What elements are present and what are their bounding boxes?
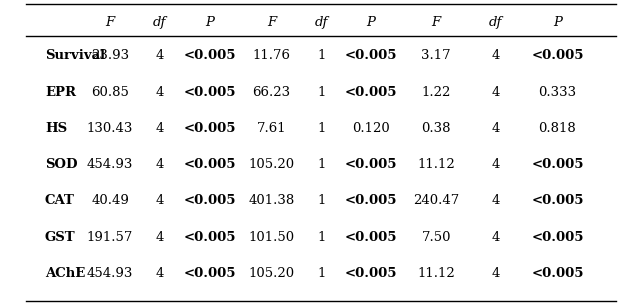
Text: 4: 4 bbox=[155, 267, 164, 280]
Text: F: F bbox=[267, 16, 276, 29]
Text: 4: 4 bbox=[491, 194, 499, 207]
Text: 23.93: 23.93 bbox=[91, 49, 129, 62]
Text: 1: 1 bbox=[317, 194, 326, 207]
Text: P: P bbox=[366, 16, 376, 29]
Text: 0.120: 0.120 bbox=[352, 122, 390, 135]
Text: <0.005: <0.005 bbox=[183, 158, 236, 171]
Text: EPR: EPR bbox=[45, 86, 76, 99]
Text: AChE: AChE bbox=[45, 267, 85, 280]
Text: 4: 4 bbox=[491, 86, 499, 99]
Text: F: F bbox=[105, 16, 115, 29]
Text: <0.005: <0.005 bbox=[345, 231, 397, 244]
Text: Survival: Survival bbox=[45, 49, 105, 62]
Text: GST: GST bbox=[45, 231, 76, 244]
Text: 40.49: 40.49 bbox=[91, 194, 129, 207]
Text: 0.38: 0.38 bbox=[421, 122, 451, 135]
Text: <0.005: <0.005 bbox=[531, 231, 583, 244]
Text: 4: 4 bbox=[155, 231, 164, 244]
Text: 4: 4 bbox=[491, 49, 499, 62]
Text: 454.93: 454.93 bbox=[87, 267, 134, 280]
Text: 105.20: 105.20 bbox=[248, 158, 295, 171]
Text: 454.93: 454.93 bbox=[87, 158, 134, 171]
Text: P: P bbox=[553, 16, 562, 29]
Text: <0.005: <0.005 bbox=[183, 86, 236, 99]
Text: <0.005: <0.005 bbox=[183, 49, 236, 62]
Text: df: df bbox=[489, 16, 502, 29]
Text: 130.43: 130.43 bbox=[87, 122, 134, 135]
Text: 240.47: 240.47 bbox=[413, 194, 459, 207]
Text: <0.005: <0.005 bbox=[345, 49, 397, 62]
Text: 4: 4 bbox=[491, 231, 499, 244]
Text: <0.005: <0.005 bbox=[183, 231, 236, 244]
Text: 3.17: 3.17 bbox=[421, 49, 451, 62]
Text: <0.005: <0.005 bbox=[183, 122, 236, 135]
Text: 0.818: 0.818 bbox=[539, 122, 576, 135]
Text: 11.12: 11.12 bbox=[417, 158, 455, 171]
Text: 0.333: 0.333 bbox=[539, 86, 577, 99]
Text: SOD: SOD bbox=[45, 158, 77, 171]
Text: 105.20: 105.20 bbox=[248, 267, 295, 280]
Text: <0.005: <0.005 bbox=[345, 194, 397, 207]
Text: 1: 1 bbox=[317, 158, 326, 171]
Text: <0.005: <0.005 bbox=[531, 158, 583, 171]
Text: 1: 1 bbox=[317, 267, 326, 280]
Text: 7.61: 7.61 bbox=[257, 122, 286, 135]
Text: 401.38: 401.38 bbox=[248, 194, 295, 207]
Text: 1.22: 1.22 bbox=[422, 86, 451, 99]
Text: 11.76: 11.76 bbox=[253, 49, 291, 62]
Text: 191.57: 191.57 bbox=[87, 231, 134, 244]
Text: 4: 4 bbox=[491, 122, 499, 135]
Text: 101.50: 101.50 bbox=[248, 231, 295, 244]
Text: 11.12: 11.12 bbox=[417, 267, 455, 280]
Text: CAT: CAT bbox=[45, 194, 75, 207]
Text: 60.85: 60.85 bbox=[91, 86, 129, 99]
Text: df: df bbox=[314, 16, 328, 29]
Text: <0.005: <0.005 bbox=[531, 194, 583, 207]
Text: <0.005: <0.005 bbox=[183, 194, 236, 207]
Text: 4: 4 bbox=[155, 122, 164, 135]
Text: <0.005: <0.005 bbox=[345, 158, 397, 171]
Text: 1: 1 bbox=[317, 49, 326, 62]
Text: 1: 1 bbox=[317, 86, 326, 99]
Text: <0.005: <0.005 bbox=[183, 267, 236, 280]
Text: P: P bbox=[205, 16, 214, 29]
Text: <0.005: <0.005 bbox=[531, 267, 583, 280]
Text: 4: 4 bbox=[491, 267, 499, 280]
Text: 7.50: 7.50 bbox=[421, 231, 451, 244]
Text: <0.005: <0.005 bbox=[345, 86, 397, 99]
Text: F: F bbox=[432, 16, 441, 29]
Text: 1: 1 bbox=[317, 122, 326, 135]
Text: 4: 4 bbox=[155, 194, 164, 207]
Text: 4: 4 bbox=[155, 49, 164, 62]
Text: 66.23: 66.23 bbox=[253, 86, 291, 99]
Text: 4: 4 bbox=[491, 158, 499, 171]
Text: <0.005: <0.005 bbox=[345, 267, 397, 280]
Text: 4: 4 bbox=[155, 158, 164, 171]
Text: <0.005: <0.005 bbox=[531, 49, 583, 62]
Text: df: df bbox=[153, 16, 167, 29]
Text: 4: 4 bbox=[155, 86, 164, 99]
Text: HS: HS bbox=[45, 122, 67, 135]
Text: 1: 1 bbox=[317, 231, 326, 244]
